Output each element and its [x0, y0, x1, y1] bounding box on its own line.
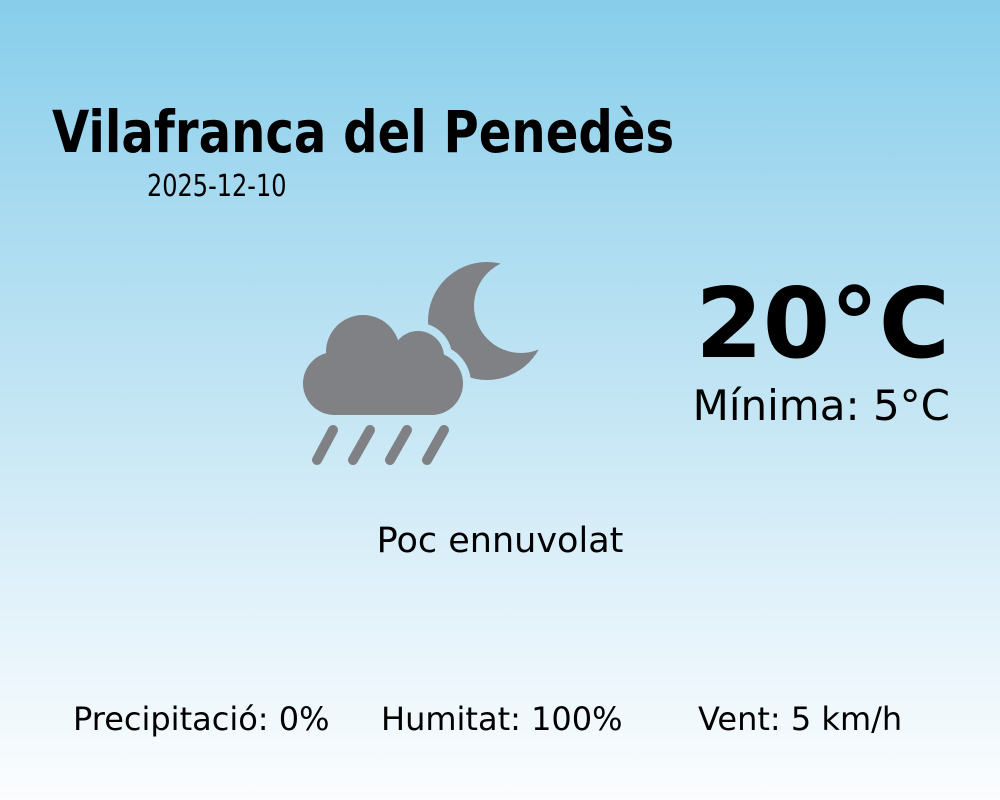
page-title: Vilafranca del Penedès [52, 98, 675, 166]
weather-icon [295, 250, 546, 475]
rain-streaks-icon [312, 425, 449, 465]
min-temperature: Mínima: 5°C [692, 381, 950, 430]
condition-label: Poc ennuvolat [376, 521, 624, 561]
current-temperature: 20°C [695, 267, 950, 380]
date-label: 2025-12-10 [147, 169, 287, 204]
cloud-moon-rain-icon [303, 262, 546, 465]
precipitation-stat: Precipitació: 0% [73, 700, 330, 738]
moon-icon [428, 262, 546, 380]
humidity-stat: Humitat: 100% [381, 700, 623, 738]
wind-stat: Vent: 5 km/h [698, 700, 903, 738]
cloud-icon [303, 315, 463, 415]
temperature-block: 20°C Mínima: 5°C [693, 275, 950, 427]
